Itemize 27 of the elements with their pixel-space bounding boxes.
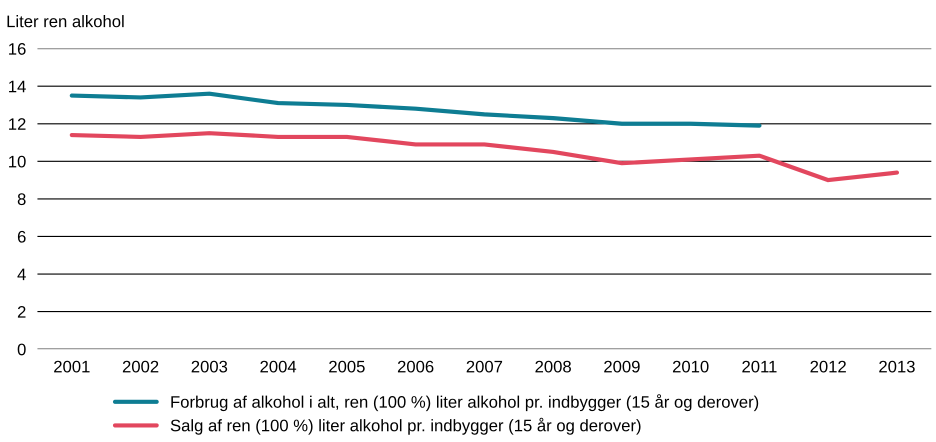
line-series xyxy=(70,92,762,128)
y-tick-label: 2 xyxy=(18,306,26,318)
x-tick-label: 2001 xyxy=(54,360,90,373)
y-tick-label: 0 xyxy=(18,344,26,356)
x-tick-label: 2006 xyxy=(398,360,434,373)
y-axis-title: Liter ren alkohol xyxy=(8,15,124,28)
x-tick-label: 2013 xyxy=(879,360,915,373)
x-tick-label: 2007 xyxy=(466,360,502,373)
x-tick-label: 2012 xyxy=(810,360,846,373)
y-tick-label: 12 xyxy=(9,118,26,130)
legend-label: Forbrug af alkohol i alt, ren (100 %) liter alkohol pr. indbygger (15 år og derover) xyxy=(171,394,758,412)
x-tick-label: 2003 xyxy=(192,360,228,373)
x-tick-label: 2002 xyxy=(122,360,158,373)
y-tick-label: 10 xyxy=(9,156,26,168)
x-tick-label: 2005 xyxy=(329,360,365,373)
x-tick-label: 2009 xyxy=(604,360,640,373)
y-tick-label: 6 xyxy=(18,230,26,243)
x-tick-label: 2004 xyxy=(260,360,296,373)
line-series xyxy=(70,131,900,182)
x-tick-label: 2011 xyxy=(742,360,777,373)
x-tick-label: 2010 xyxy=(672,360,709,373)
x-tick-label: 2008 xyxy=(535,360,571,373)
y-tick-label: 4 xyxy=(17,268,26,280)
y-tick-label: 8 xyxy=(18,193,26,206)
y-tick-label: 16 xyxy=(9,43,26,55)
y-tick-label: 14 xyxy=(9,80,26,92)
legend-label: Salg af ren (100 %) liter alkohol pr. indbygger (15 år og derover) xyxy=(170,418,641,435)
